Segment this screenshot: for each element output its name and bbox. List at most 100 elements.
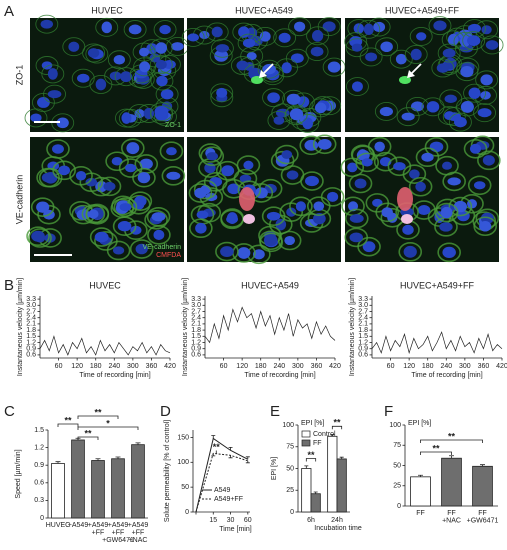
cell-membrane [89, 75, 113, 94]
micrograph [26, 137, 186, 262]
cell-membrane [85, 44, 109, 64]
nucleus [221, 165, 235, 177]
cell-membrane [374, 102, 398, 121]
x-tick-label: 120 [403, 363, 415, 370]
x-tick-label: +FF [92, 529, 105, 536]
cell-membrane [26, 226, 50, 247]
cell-membrane [434, 202, 459, 223]
cell-membrane [387, 156, 412, 177]
nucleus [374, 141, 385, 152]
y-tick-label: 2.4 [358, 315, 368, 322]
error-bar [339, 456, 344, 459]
y-tick-label: 0.9 [191, 346, 201, 353]
y-tick-label: 3.3 [26, 296, 36, 303]
cell-membrane [448, 196, 473, 217]
nucleus [159, 24, 171, 35]
nucleus [479, 221, 492, 232]
cell-membrane [36, 167, 60, 188]
nucleus [119, 203, 132, 212]
column-title: HUVEC+A549 [235, 5, 293, 15]
cell-membrane [257, 59, 281, 79]
nucleus [266, 211, 281, 221]
y-tick-label: 1.5 [358, 333, 368, 340]
error-bar [55, 461, 61, 464]
nucleus [415, 181, 426, 192]
y-tick-label: 0.9 [34, 462, 44, 469]
cell-membrane [69, 165, 93, 186]
labelled-cell [239, 187, 255, 211]
significance-label: ** [94, 407, 102, 417]
nucleus [469, 143, 482, 154]
row-title: ZO-1 [14, 65, 24, 86]
cell-membrane [41, 64, 65, 84]
cell-membrane [480, 35, 504, 55]
cell-membrane [280, 165, 305, 185]
cell-membrane [415, 147, 440, 168]
cell-membrane [153, 20, 177, 40]
nucleus [94, 231, 109, 243]
nucleus [135, 243, 148, 255]
bright-cell [399, 76, 411, 84]
cell-membrane [188, 183, 213, 203]
x-tick-label: FF [447, 510, 456, 517]
y-tick-label: 1.8 [26, 327, 36, 334]
y-axis-label: EPI [%] [408, 420, 431, 427]
nucleus [155, 42, 168, 54]
x-tick-label: +A549 [68, 522, 89, 529]
nucleus [243, 160, 254, 170]
arrow-head [407, 70, 415, 78]
cell-membrane [282, 89, 306, 109]
panel-label: A [4, 3, 14, 20]
cell-membrane [121, 138, 145, 158]
arrow-head [259, 70, 267, 78]
y-tick-label: 1.5 [26, 333, 36, 340]
cell-membrane [424, 137, 449, 157]
x-tick-label: +GW6471 [102, 537, 134, 544]
bar [310, 493, 321, 513]
y-tick-label: 2.7 [358, 308, 368, 315]
nucleus [393, 162, 406, 171]
cell-membrane [215, 241, 239, 262]
nucleus [290, 53, 304, 64]
cell-membrane [149, 38, 173, 58]
chart-title: HUVEC [89, 280, 121, 290]
cell-membrane [473, 103, 497, 123]
nucleus [209, 177, 223, 187]
cell-membrane [345, 77, 369, 97]
y-tick-label: 0.3 [34, 497, 44, 504]
error-bar [330, 434, 335, 437]
x-axis-label: Incubation time [314, 525, 362, 532]
cell-membrane [123, 20, 147, 39]
error-bar [313, 491, 318, 494]
cell-membrane [149, 102, 173, 122]
nucleus [31, 230, 45, 242]
y-tick-label: 2.7 [191, 308, 201, 315]
nucleus [37, 97, 50, 108]
nucleus [403, 245, 417, 258]
cell-membrane [114, 108, 138, 128]
nucleus [294, 21, 306, 32]
cell-membrane [473, 216, 497, 237]
nucleus [151, 212, 166, 222]
nucleus [211, 26, 223, 38]
significance-label: * [106, 418, 110, 428]
y-tick-label: 25 [286, 487, 294, 494]
cell-membrane [144, 210, 168, 230]
cell-membrane [475, 70, 499, 90]
cell-membrane [345, 38, 369, 58]
nucleus [52, 144, 64, 154]
cell-membrane [463, 138, 488, 159]
error-bar [228, 446, 233, 451]
nucleus [380, 41, 393, 53]
series-line [195, 437, 249, 513]
nucleus [429, 141, 444, 153]
velocity-trace [204, 306, 336, 344]
cell-membrane [210, 83, 234, 103]
cell-membrane [309, 98, 333, 118]
cell-membrane [340, 157, 365, 178]
nucleus [286, 93, 301, 105]
micrograph [187, 134, 345, 265]
nucleus [442, 48, 456, 58]
error-bar [449, 455, 454, 459]
cell-membrane [375, 202, 400, 223]
